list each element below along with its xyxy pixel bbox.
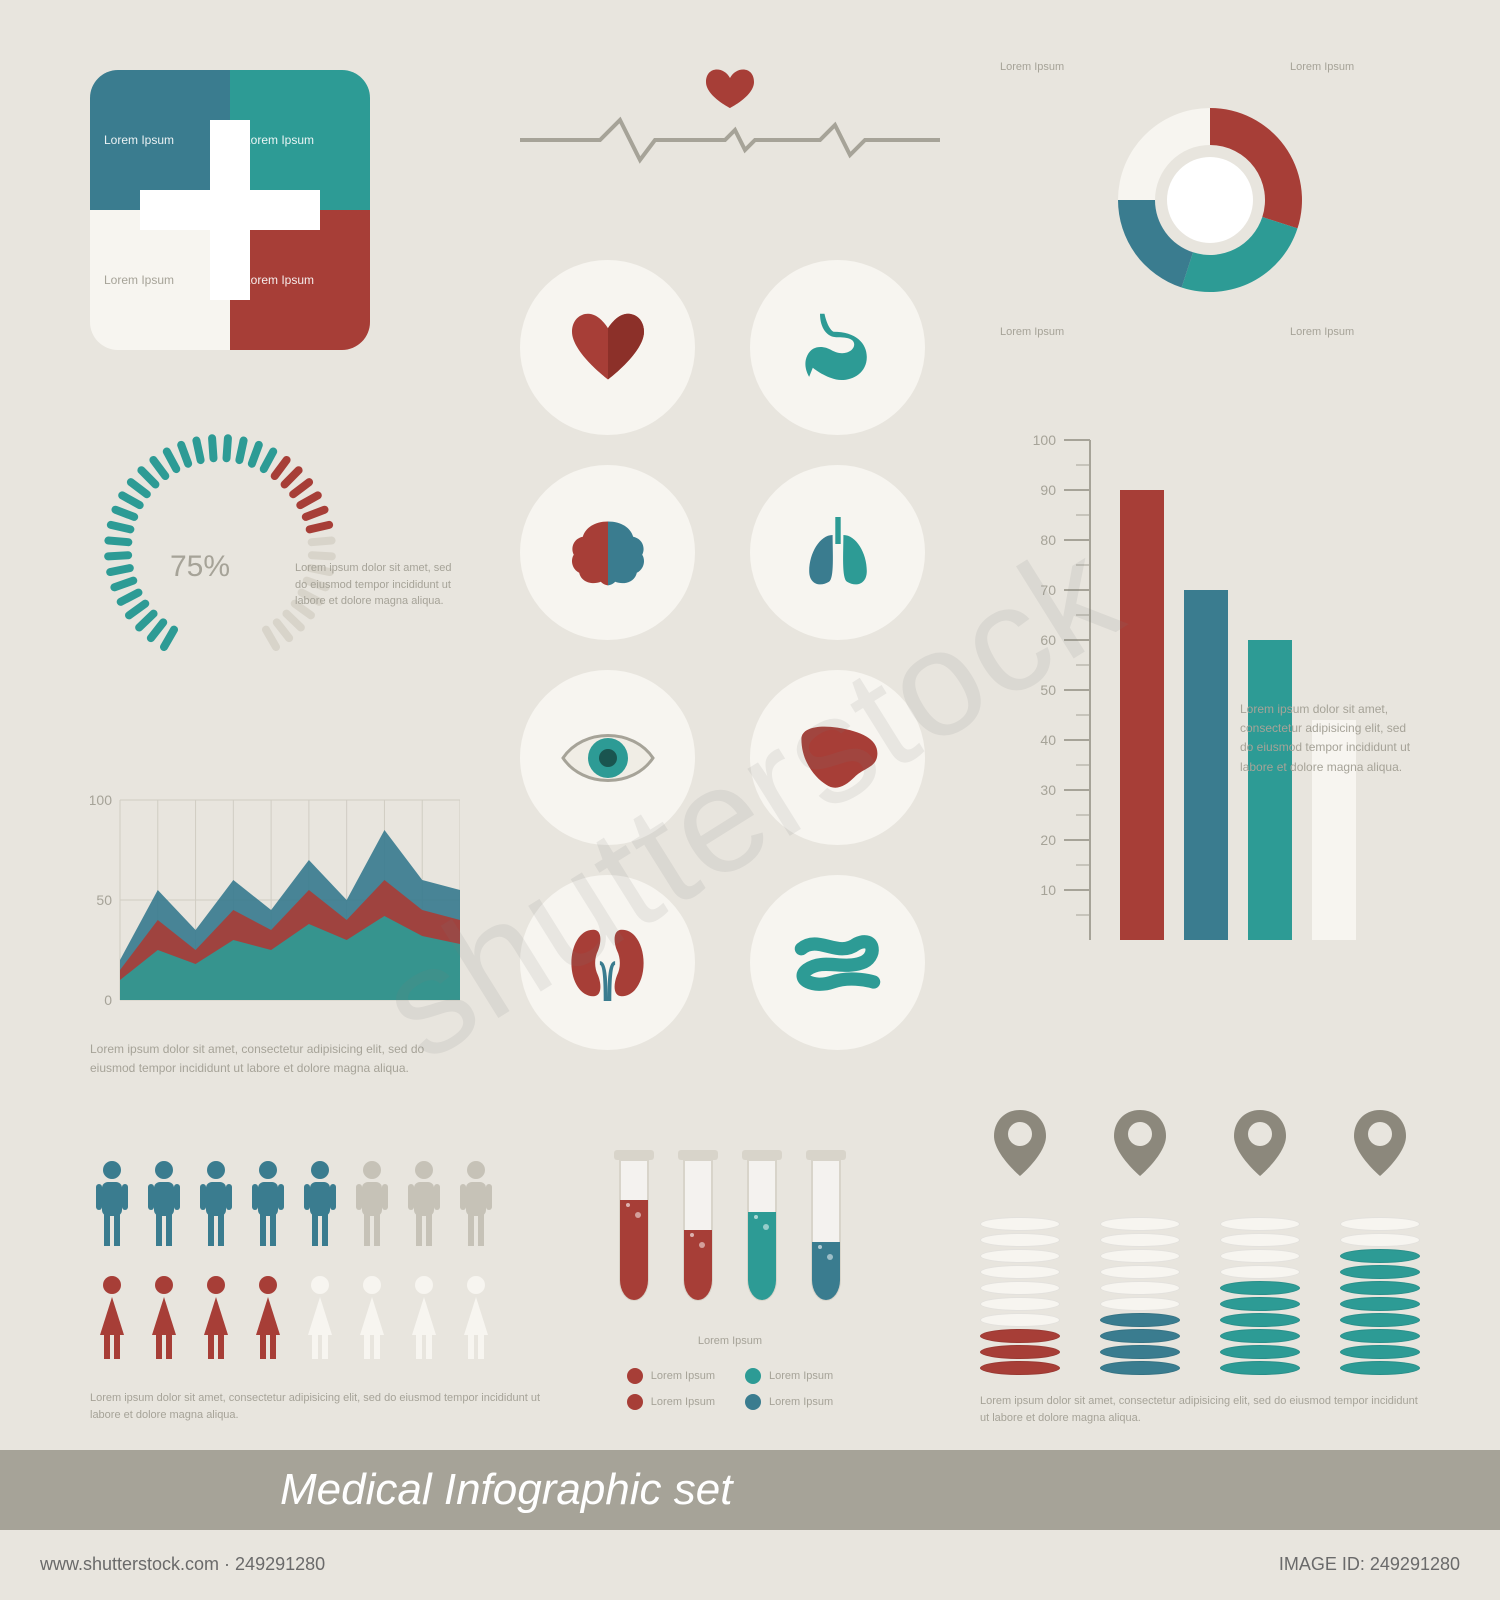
area-caption: Lorem ipsum dolor sit amet, consectetur … (90, 1040, 460, 1078)
organ-grid (520, 260, 940, 1050)
people-row-women (90, 1275, 540, 1370)
coins-caption: Lorem ipsum dolor sit amet, consectetur … (980, 1393, 1420, 1426)
map-pin-icon (1112, 1110, 1168, 1181)
cross-quadrant-br: Lorem Ipsum (230, 210, 370, 350)
donut-caption: Lorem Ipsum (1290, 60, 1420, 75)
stomach-icon (750, 260, 925, 435)
svg-text:90: 90 (1040, 482, 1056, 498)
map-pin-icon (1352, 1110, 1408, 1181)
svg-text:100: 100 (90, 792, 112, 808)
coin-stack (1220, 1217, 1300, 1375)
intestine-icon (750, 875, 925, 1050)
ekg-line (520, 60, 940, 180)
test-tubes: Lorem Ipsum Lorem IpsumLorem IpsumLorem … (570, 1150, 890, 1410)
bar-chart: 10 20 30 40 50 60 70 80 90 100 (1020, 410, 1420, 970)
map-pin-icon (1232, 1110, 1288, 1181)
people-caption: Lorem ipsum dolor sit amet, consectetur … (90, 1390, 540, 1423)
legend-item: Lorem Ipsum (745, 1394, 833, 1410)
man-icon (142, 1160, 186, 1255)
man-icon (350, 1160, 394, 1255)
man-icon (90, 1160, 134, 1255)
progress-caption: Lorem ipsum dolor sit amet, sed do eiusm… (295, 560, 465, 610)
svg-text:80: 80 (1040, 532, 1056, 548)
donut-caption: Lorem Ipsum (1000, 325, 1130, 340)
coin-stack (980, 1217, 1060, 1375)
woman-icon (90, 1275, 134, 1370)
tubes-caption: Lorem Ipsum (570, 1333, 890, 1350)
donut-caption: Lorem Ipsum (1000, 60, 1130, 75)
cross-badge: Lorem Ipsum Lorem Ipsum Lorem Ipsum Lore… (90, 70, 370, 350)
legend-item: Lorem Ipsum (627, 1394, 715, 1410)
man-icon (246, 1160, 290, 1255)
eye-icon (520, 670, 695, 845)
tubes-legend: Lorem Ipsum Lorem Ipsum Lorem Ipsum Lorem I… (570, 1368, 890, 1410)
progress-radial: 75% Lorem ipsum dolor sit amet, sed do e… (90, 420, 460, 700)
test-tube-icon (738, 1150, 786, 1315)
woman-icon (194, 1275, 238, 1370)
svg-text:70: 70 (1040, 582, 1056, 598)
legend-item: Lorem Ipsum (627, 1368, 715, 1384)
woman-icon (350, 1275, 394, 1370)
svg-text:50: 50 (1040, 682, 1056, 698)
svg-text:60: 60 (1040, 632, 1056, 648)
svg-text:100: 100 (1033, 432, 1057, 448)
man-icon (298, 1160, 342, 1255)
title-bar: Medical Infographic set (0, 1450, 1500, 1530)
legend-item: Lorem Ipsum (745, 1368, 833, 1384)
heart-icon (520, 260, 695, 435)
bar-caption: Lorem ipsum dolor sit amet, consectetur … (1240, 700, 1420, 777)
test-tube-icon (802, 1150, 850, 1315)
coin-stack (1340, 1217, 1420, 1375)
progress-value: 75% (170, 550, 230, 584)
page-title: Medical Infographic set (280, 1465, 732, 1515)
coin-stacks: Lorem ipsum dolor sit amet, consectetur … (980, 1110, 1420, 1426)
footer-id: IMAGE ID: 249291280 (1279, 1554, 1460, 1575)
man-icon (402, 1160, 446, 1255)
svg-text:10: 10 (1040, 882, 1056, 898)
area-chart: 0 50 100 (90, 780, 460, 1020)
people-pictograph: Lorem ipsum dolor sit amet, consectetur … (90, 1160, 540, 1423)
svg-text:20: 20 (1040, 832, 1056, 848)
woman-icon (246, 1275, 290, 1370)
lungs-icon (750, 465, 925, 640)
footer-site: www.shutterstock.com · 249291280 (40, 1554, 325, 1575)
svg-text:30: 30 (1040, 782, 1056, 798)
donut-caption: Lorem Ipsum (1290, 325, 1420, 340)
cross-quadrant-tl: Lorem Ipsum (90, 70, 230, 210)
test-tube-icon (674, 1150, 722, 1315)
svg-text:50: 50 (96, 892, 112, 908)
svg-text:0: 0 (104, 992, 112, 1008)
woman-icon (402, 1275, 446, 1370)
cross-quadrant-bl: Lorem Ipsum (90, 210, 230, 350)
map-pin-icon (992, 1110, 1048, 1181)
cross-quadrant-tr: Lorem Ipsum (230, 70, 370, 210)
kidneys-icon (520, 875, 695, 1050)
woman-icon (298, 1275, 342, 1370)
man-icon (194, 1160, 238, 1255)
coin-stack (1100, 1217, 1180, 1375)
svg-text:40: 40 (1040, 732, 1056, 748)
donut-chart: Lorem Ipsum Lorem Ipsum Lorem Ipsum Lore… (1000, 60, 1420, 340)
brain-icon (520, 465, 695, 640)
woman-icon (454, 1275, 498, 1370)
woman-icon (142, 1275, 186, 1370)
man-icon (454, 1160, 498, 1255)
people-row-men (90, 1160, 540, 1255)
test-tube-icon (610, 1150, 658, 1315)
liver-icon (750, 670, 925, 845)
